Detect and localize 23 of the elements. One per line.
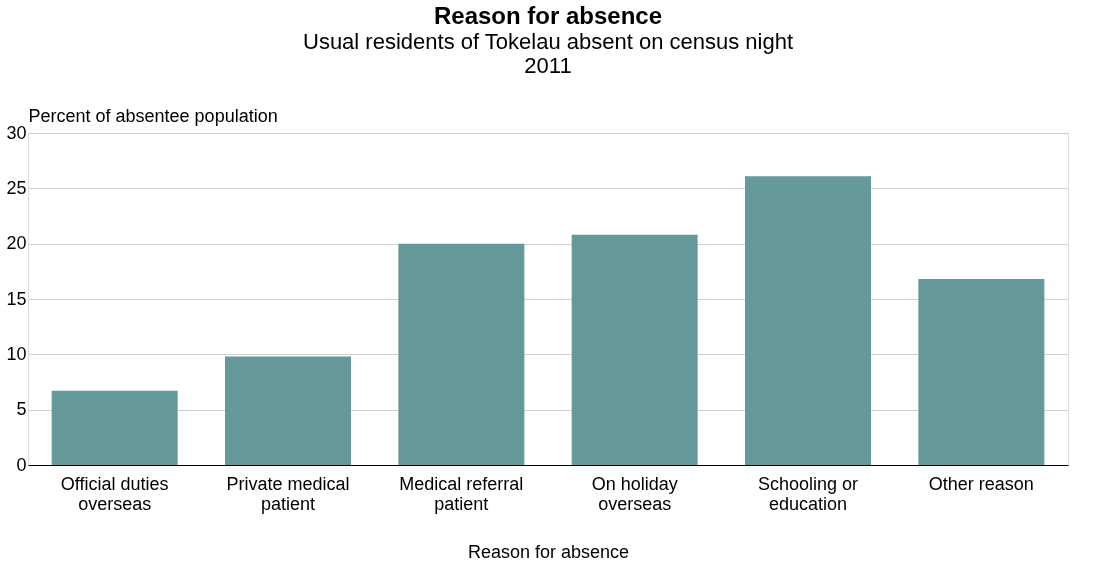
y-tick-label: 20 bbox=[6, 233, 27, 254]
bar bbox=[571, 234, 698, 465]
x-tick-label: Other reason bbox=[928, 473, 1034, 494]
x-tick-label: Schooling or education bbox=[757, 473, 859, 514]
x-axis-title: Reason for absence bbox=[467, 541, 630, 562]
chart-title: Reason for absence bbox=[433, 2, 663, 29]
y-tick-label: 0 bbox=[16, 454, 27, 475]
y-tick-label: 10 bbox=[6, 343, 27, 364]
x-tick-label: Medical referral patient bbox=[399, 473, 524, 514]
bar bbox=[918, 279, 1045, 465]
y-axis-title: Percent of absentee population bbox=[28, 105, 278, 126]
bar bbox=[51, 390, 178, 465]
x-tick-label: On holiday overseas bbox=[591, 473, 678, 514]
chart-subtitle: Usual residents of Tokelau absent on census night 2011 bbox=[302, 29, 794, 78]
bar bbox=[745, 176, 871, 465]
x-tick-label: Private medical patient bbox=[226, 473, 350, 514]
y-tick-label: 5 bbox=[16, 399, 27, 420]
bar bbox=[225, 356, 351, 465]
bar bbox=[398, 243, 525, 465]
y-tick-label: 25 bbox=[6, 177, 27, 198]
x-tick-label: Official duties overseas bbox=[60, 473, 169, 514]
y-tick-label: 30 bbox=[6, 122, 27, 143]
y-tick-label: 15 bbox=[6, 288, 27, 309]
